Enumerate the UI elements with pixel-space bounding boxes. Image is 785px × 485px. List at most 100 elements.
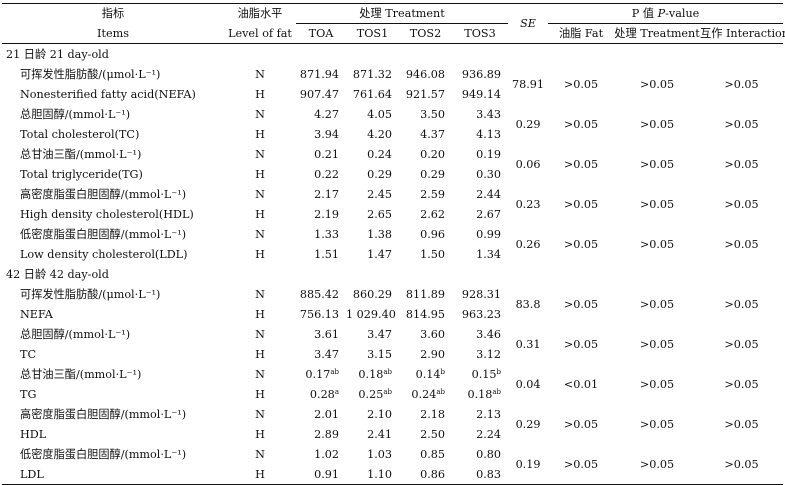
treatment-value: 0.18ab <box>452 384 508 404</box>
fat-level: N <box>255 187 265 201</box>
p-treatment-value: >0.05 <box>639 157 675 171</box>
fat-level: H <box>255 247 265 261</box>
treatment-value: 0.22 <box>296 164 346 184</box>
value-text: 0.17 <box>305 367 331 381</box>
se-header: SE <box>508 3 549 44</box>
treatment-value: 3.94 <box>296 124 346 144</box>
treatment-value: 0.14b <box>399 364 452 384</box>
treatment-value: 0.15b <box>452 364 508 384</box>
treatment-value: 2.45 <box>346 184 399 204</box>
p-fat-value: >0.05 <box>563 297 599 311</box>
items-header-cn: 指标 <box>2 3 224 24</box>
fat-header-cn: 油脂水平 <box>224 3 296 24</box>
fat-level: N <box>255 227 265 241</box>
value-text: 0.25 <box>358 387 384 401</box>
treatment-value: 0.29 <box>346 164 399 184</box>
p-treatment-value: >0.05 <box>639 77 675 91</box>
se-value: 0.06 <box>515 157 541 171</box>
value-text: 0.18 <box>467 387 493 401</box>
row-label: HDL <box>20 427 47 441</box>
p-treatment-value: >0.05 <box>639 337 675 351</box>
value-text: 0.24 <box>411 387 437 401</box>
value-text: 0.15 <box>471 367 497 381</box>
treatment-value: 921.57 <box>399 84 452 104</box>
fat-level: H <box>255 87 265 101</box>
value-text: 3.43 <box>476 107 502 121</box>
value-text: 0.28 <box>309 387 335 401</box>
p-treatment-value: >0.05 <box>639 377 675 391</box>
p-treatment-value: >0.05 <box>639 197 675 211</box>
row-label: TC <box>20 347 37 361</box>
fat-level: N <box>255 67 265 81</box>
p-interaction-value: >0.05 <box>724 417 759 431</box>
table-row: 高密度脂蛋白胆固醇/(mmol·L⁻¹) N 2.01 2.10 2.18 2.13 0.2… <box>2 404 783 431</box>
value-text: 814.95 <box>405 307 445 321</box>
treatment-value: 0.24 <box>346 144 399 164</box>
table-row: Low density cholesterol(LDL) H 1.51 1.47 1.5… <box>2 244 783 264</box>
treatment-value: 2.89 <box>296 424 346 444</box>
treatment-value: 3.46 <box>452 324 508 344</box>
table-row: Total triglyceride(TG) H 0.22 0.29 0.29 0.30 <box>2 164 783 184</box>
section-title: 42 日龄 42 day-old <box>6 267 109 281</box>
se-value: 0.26 <box>515 237 541 251</box>
value-text: 811.89 <box>405 287 445 301</box>
value-text: 2.19 <box>314 207 339 221</box>
serum-lipid-table: 指标 油脂水平 处理 Treatment SE P 值 P-value Item… <box>2 3 785 485</box>
value-text: 2.01 <box>314 407 339 421</box>
value-text: 2.44 <box>476 187 502 201</box>
treatment-value: 871.94 <box>296 64 346 84</box>
row-label: 高密度脂蛋白胆固醇/(mmol·L⁻¹) <box>20 407 187 421</box>
value-text: 0.96 <box>420 227 445 241</box>
treatment-group-header: 处理 Treatment <box>296 3 509 24</box>
treatment-value: 756.13 <box>296 304 346 324</box>
table-body: 21 日龄 21 day-old 可挥发性脂肪酸/(μmol·L⁻¹) N 871.9… <box>2 44 784 485</box>
treatment-value: 928.31 <box>452 284 508 304</box>
value-text: 0.99 <box>476 227 502 241</box>
treatment-col-tos2: TOS2 <box>399 23 452 44</box>
table-row: 总甘油三酯/(mmol·L⁻¹) N 0.17ab 0.18ab 0.14b 0.15b 0… <box>2 364 783 391</box>
fat-level: H <box>255 167 265 181</box>
treatment-value: 1.34 <box>452 244 508 264</box>
value-text: 1.38 <box>367 227 392 241</box>
p-interaction-value: >0.05 <box>724 117 759 131</box>
table-row: 低密度脂蛋白胆固醇/(mmol·L⁻¹) N 1.33 1.38 0.96 0.99 0.2… <box>2 224 783 251</box>
value-text: 1 029.40 <box>346 307 396 321</box>
table-row: 总胆固醇/(mmol·L⁻¹) N 4.27 4.05 3.50 3.43 0.29 >0.0… <box>2 104 783 131</box>
treatment-value: 4.27 <box>296 104 346 124</box>
value-text: 4.20 <box>367 127 392 141</box>
value-text: 0.19 <box>476 147 502 161</box>
value-text: 2.18 <box>420 407 445 421</box>
p-treatment-value: >0.05 <box>614 444 701 485</box>
treatment-value: 0.24ab <box>399 384 452 404</box>
fat-level: N <box>255 407 265 421</box>
value-text: 1.03 <box>367 447 392 461</box>
value-text: 907.47 <box>299 87 339 101</box>
row-label: 总胆固醇/(mmol·L⁻¹) <box>20 107 131 121</box>
fat-level: N <box>255 287 265 301</box>
treatment-value: 4.37 <box>399 124 452 144</box>
treatment-value: 4.20 <box>346 124 399 144</box>
value-text: 4.37 <box>420 127 445 141</box>
value-text: 2.41 <box>367 427 392 441</box>
row-label: NEFA <box>20 307 53 321</box>
p-interaction-value: >0.05 <box>724 237 759 251</box>
fat-level: N <box>255 447 265 461</box>
fat-level: H <box>255 307 265 321</box>
value-text: 860.29 <box>352 287 392 301</box>
p-interaction-value: >0.05 <box>724 337 759 351</box>
value-text: 1.10 <box>367 467 392 481</box>
value-text: 2.89 <box>314 427 339 441</box>
treatment-value: 2.41 <box>346 424 399 444</box>
value-text: 3.94 <box>314 127 339 141</box>
value-text: 3.15 <box>367 347 392 361</box>
treatment-value: 936.89 <box>452 64 508 84</box>
treatment-value: 860.29 <box>346 284 399 304</box>
significance-letter: b <box>496 367 502 376</box>
table-row: Total cholesterol(TC) H 3.94 4.20 4.37 4.13 <box>2 124 783 144</box>
treatment-value: 0.85 <box>399 444 452 464</box>
fat-level: N <box>255 367 265 381</box>
value-text: 936.89 <box>461 67 502 81</box>
value-text: 3.50 <box>420 107 445 121</box>
table-row: 低密度脂蛋白胆固醇/(mmol·L⁻¹) N 1.02 1.03 0.85 0.80 0.1… <box>2 444 784 485</box>
